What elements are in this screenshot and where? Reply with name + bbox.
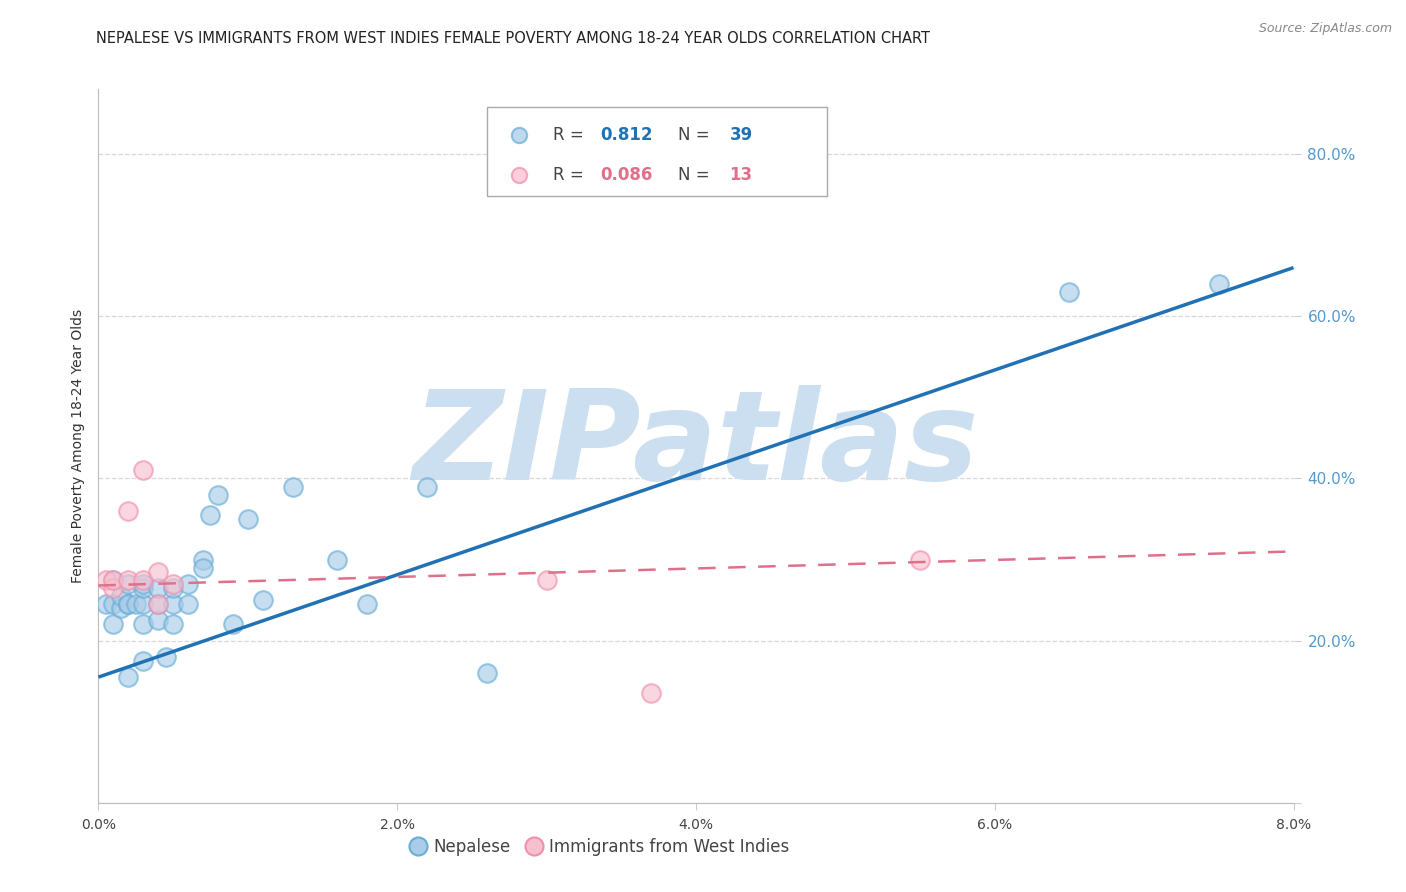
Text: R =: R =: [553, 166, 583, 184]
Point: [236, 512, 259, 526]
Point: [1059, 285, 1081, 299]
Point: [103, 573, 125, 587]
Point: [103, 597, 125, 611]
FancyBboxPatch shape: [486, 107, 828, 196]
Text: 0.086: 0.086: [600, 166, 652, 184]
Point: [416, 479, 439, 493]
Point: [536, 573, 558, 587]
Point: [110, 601, 132, 615]
Point: [207, 488, 229, 502]
Text: ZIPatlas: ZIPatlas: [413, 385, 979, 507]
Point: [125, 597, 148, 611]
Point: [475, 666, 498, 681]
Point: [908, 552, 931, 566]
Point: [94, 573, 117, 587]
Point: [148, 597, 170, 611]
Y-axis label: Female Poverty Among 18-24 Year Olds: Female Poverty Among 18-24 Year Olds: [70, 309, 84, 583]
Point: [252, 593, 274, 607]
Point: [132, 654, 155, 668]
Text: Source: ZipAtlas.com: Source: ZipAtlas.com: [1258, 22, 1392, 36]
Point: [326, 552, 349, 566]
Text: N =: N =: [678, 127, 710, 145]
Point: [103, 617, 125, 632]
Point: [281, 479, 304, 493]
Point: [148, 597, 170, 611]
Point: [117, 577, 139, 591]
Point: [200, 508, 222, 522]
Point: [191, 552, 214, 566]
Point: [117, 670, 139, 684]
Point: [103, 581, 125, 595]
Point: [117, 504, 139, 518]
Point: [148, 565, 170, 579]
Legend: Nepalese, Immigrants from West Indies: Nepalese, Immigrants from West Indies: [405, 831, 796, 863]
Point: [177, 597, 200, 611]
Text: 39: 39: [730, 127, 752, 145]
Text: 0.812: 0.812: [600, 127, 652, 145]
Point: [132, 581, 155, 595]
Point: [177, 577, 200, 591]
Point: [356, 597, 378, 611]
Point: [117, 597, 139, 611]
Point: [103, 573, 125, 587]
Point: [148, 613, 170, 627]
Point: [162, 577, 184, 591]
Point: [148, 581, 170, 595]
Point: [132, 573, 155, 587]
Point: [191, 560, 214, 574]
Point: [132, 577, 155, 591]
Point: [94, 597, 117, 611]
Point: [132, 597, 155, 611]
Text: 13: 13: [730, 166, 752, 184]
Point: [162, 581, 184, 595]
Text: N =: N =: [678, 166, 710, 184]
Point: [1208, 277, 1230, 291]
Point: [162, 597, 184, 611]
Point: [640, 686, 662, 700]
Text: NEPALESE VS IMMIGRANTS FROM WEST INDIES FEMALE POVERTY AMONG 18-24 YEAR OLDS COR: NEPALESE VS IMMIGRANTS FROM WEST INDIES …: [96, 31, 929, 46]
Text: R =: R =: [553, 127, 583, 145]
Point: [132, 617, 155, 632]
Point: [155, 649, 177, 664]
Point: [117, 597, 139, 611]
Point: [222, 617, 245, 632]
Point: [132, 463, 155, 477]
Point: [117, 573, 139, 587]
Point: [110, 589, 132, 603]
Point: [162, 617, 184, 632]
